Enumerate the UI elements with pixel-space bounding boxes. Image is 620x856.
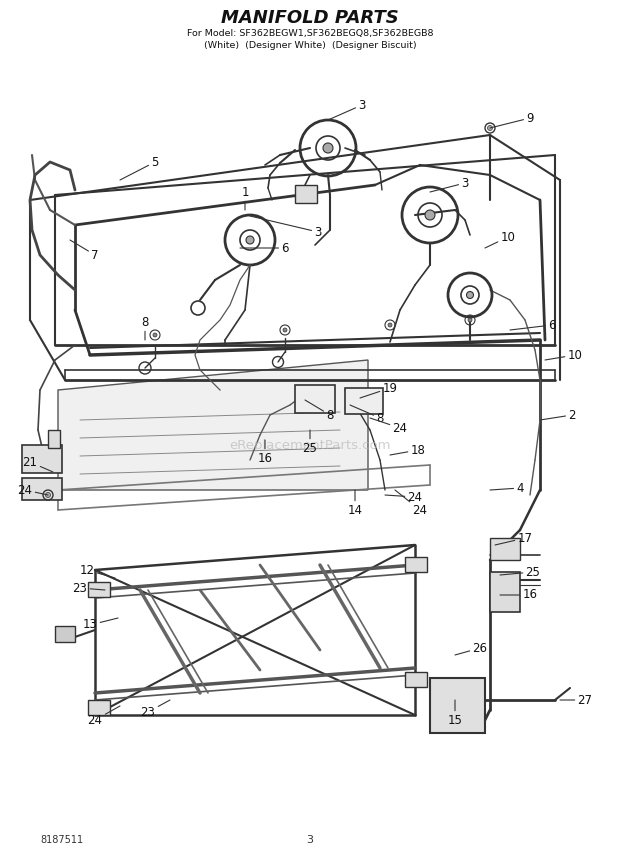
Text: 6: 6 [510, 318, 556, 331]
Circle shape [283, 328, 287, 332]
Text: 12: 12 [79, 563, 115, 578]
Text: 21: 21 [22, 455, 53, 472]
Text: 14: 14 [347, 490, 363, 516]
Text: 6: 6 [240, 241, 289, 254]
Text: 2: 2 [540, 408, 576, 421]
Text: 8187511: 8187511 [40, 835, 83, 845]
Text: 23: 23 [141, 700, 170, 718]
Text: 3: 3 [250, 216, 322, 239]
Bar [430, 678, 485, 733]
Circle shape [466, 292, 474, 299]
Circle shape [468, 318, 472, 322]
Text: (White)  (Designer White)  (Designer Biscuit): (White) (Designer White) (Designer Biscu… [204, 40, 416, 50]
Text: eReplacementParts.com: eReplacementParts.com [229, 438, 391, 451]
Bar [88, 700, 110, 715]
Text: 9: 9 [490, 111, 534, 128]
Bar [88, 582, 110, 597]
Text: 24: 24 [370, 418, 407, 435]
Bar [55, 626, 75, 642]
Text: 8: 8 [350, 405, 384, 425]
Bar [295, 185, 317, 203]
Text: 3: 3 [430, 176, 469, 192]
Text: 24: 24 [385, 490, 422, 503]
Text: 8: 8 [141, 316, 149, 340]
Circle shape [388, 323, 392, 327]
Bar [490, 572, 520, 612]
Bar [405, 672, 427, 687]
Text: 25: 25 [500, 566, 541, 579]
Text: 17: 17 [495, 532, 533, 545]
Text: 24: 24 [17, 484, 48, 496]
Text: 3: 3 [306, 835, 314, 845]
Bar [48, 430, 60, 448]
Text: 7: 7 [70, 240, 99, 261]
Text: 8: 8 [305, 400, 334, 421]
Bar [295, 385, 335, 413]
Text: For Model: SF362BEGW1,SF362BEGQ8,SF362BEGB8: For Model: SF362BEGW1,SF362BEGQ8,SF362BE… [187, 28, 433, 38]
Bar [22, 445, 62, 473]
Text: 10: 10 [485, 230, 515, 248]
Text: 3: 3 [328, 98, 366, 120]
Circle shape [425, 210, 435, 220]
Circle shape [246, 236, 254, 244]
Circle shape [153, 333, 157, 337]
Circle shape [45, 492, 50, 497]
Polygon shape [58, 360, 368, 490]
Bar [490, 538, 520, 560]
Text: 26: 26 [455, 641, 487, 655]
Text: 10: 10 [545, 348, 582, 361]
Circle shape [487, 126, 492, 130]
Text: 27: 27 [560, 693, 593, 706]
Bar [345, 388, 383, 414]
Text: 16: 16 [257, 440, 273, 465]
Text: 4: 4 [490, 482, 524, 495]
Text: 15: 15 [448, 700, 463, 727]
Circle shape [323, 143, 333, 153]
Text: 1: 1 [241, 186, 249, 210]
Bar [405, 557, 427, 572]
Text: 24: 24 [87, 706, 120, 727]
Text: 19: 19 [360, 382, 397, 398]
Text: 24: 24 [395, 490, 428, 516]
Bar [22, 478, 62, 500]
Text: 18: 18 [390, 443, 425, 456]
Text: 5: 5 [120, 156, 159, 180]
Text: MANIFOLD PARTS: MANIFOLD PARTS [221, 9, 399, 27]
Text: 13: 13 [82, 618, 118, 632]
Text: 23: 23 [73, 581, 105, 595]
Text: 25: 25 [303, 430, 317, 455]
Text: 16: 16 [500, 589, 538, 602]
